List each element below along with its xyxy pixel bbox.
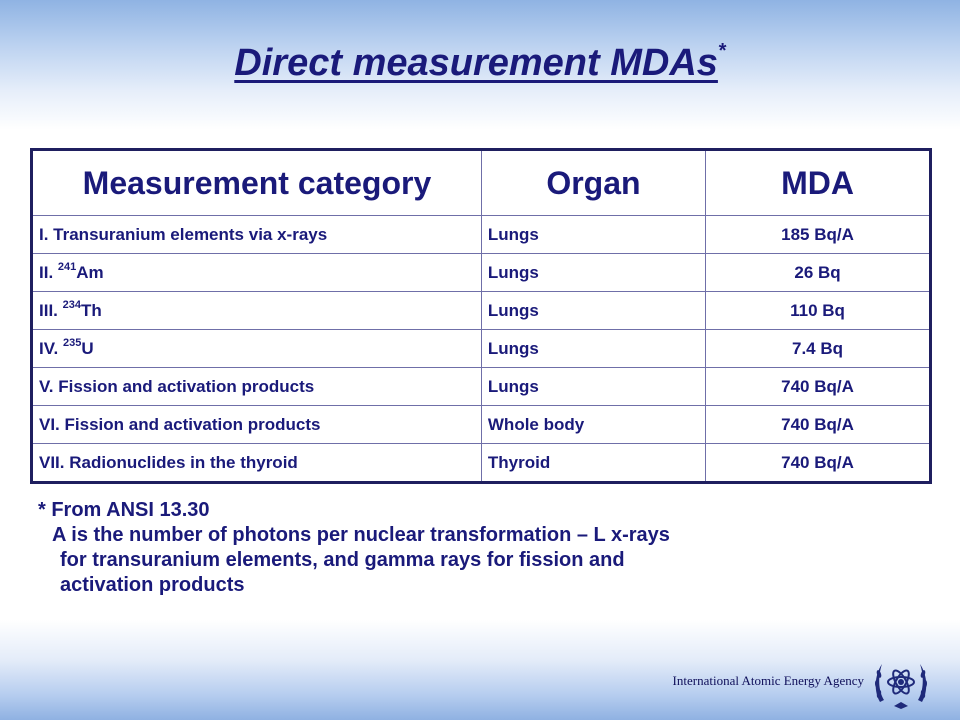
cell-organ: Lungs [480,215,707,254]
category-text: II. [39,262,58,282]
mass-number: 234 [62,298,81,311]
footnote: * From ANSI 13.30 A is the number of pho… [38,498,918,598]
cell-mda: 185 Bq/A [705,215,931,254]
element-symbol: Th [80,300,102,320]
iaea-logo-icon [874,664,928,709]
category-text: VI. Fission and activation products [39,414,321,434]
mass-number: 241 [57,260,77,273]
agency-name: International Atomic Energy Agency [672,673,864,688]
cell-mda: 26 Bq [705,253,931,292]
mass-number: 235 [62,336,82,349]
cell-organ: Lungs [480,329,707,368]
table-row: VI. Fission and activation products Whole… [31,405,931,444]
cell-organ: Lungs [480,291,707,330]
table-header-row: Measurement category Organ MDA [31,149,931,216]
header-organ: Organ [480,149,707,216]
category-text: III. [39,300,63,320]
cell-measurement-category: VII. Radionuclides in the thyroid [31,443,482,483]
table-row: VII. Radionuclides in the thyroid Thyroid… [31,443,931,483]
element-symbol: U [81,338,94,358]
element-symbol: Am [76,262,104,282]
table-row: V. Fission and activation products Lungs 7… [31,367,931,406]
table-row: IV. 235U Lungs 7.4 Bq [31,329,931,368]
cell-mda: 7.4 Bq [705,329,931,368]
slide-title-footnote-marker: * [717,40,726,63]
cell-organ: Lungs [480,253,707,292]
mda-table: Measurement category Organ MDA I. Transu… [30,148,932,484]
cell-mda: 740 Bq/A [705,405,931,444]
slide-title: Direct measurement MDAs* [0,40,960,85]
table-row: II. 241Am Lungs 26 Bq [31,253,931,292]
cell-organ: Whole body [480,405,707,444]
header-measurement-category: Measurement category [31,149,482,216]
category-text: VII. Radionuclides in the thyroid [39,452,298,472]
cell-organ: Lungs [480,367,707,406]
cell-measurement-category: IV. 235U [31,329,482,368]
cell-organ: Thyroid [480,443,707,483]
cell-measurement-category: V. Fission and activation products [31,367,482,406]
footnote-line-3: for transuranium elements, and gamma ray… [60,549,625,571]
category-text: V. Fission and activation products [39,376,315,396]
footnote-line-4: activation products [60,574,245,596]
table-row: I. Transuranium elements via x-rays Lungs… [31,215,931,254]
cell-measurement-category: III. 234Th [31,291,482,330]
slide-title-text: Direct measurement MDAs [234,42,718,84]
cell-mda: 110 Bq [705,291,931,330]
header-gradient-band [0,0,960,130]
footnote-line-2: A is the number of photons per nuclear t… [52,524,670,546]
footnote-source: * From ANSI 13.30 [38,499,210,521]
header-mda: MDA [705,149,931,216]
table-row: III. 234Th Lungs 110 Bq [31,291,931,330]
cell-measurement-category: I. Transuranium elements via x-rays [31,215,482,254]
cell-mda: 740 Bq/A [705,443,931,483]
category-text: I. Transuranium elements via x-rays [39,224,328,244]
cell-measurement-category: II. 241Am [31,253,482,292]
footer-gradient-band [0,620,960,720]
cell-measurement-category: VI. Fission and activation products [31,405,482,444]
cell-mda: 740 Bq/A [705,367,931,406]
category-text: IV. [39,338,63,358]
